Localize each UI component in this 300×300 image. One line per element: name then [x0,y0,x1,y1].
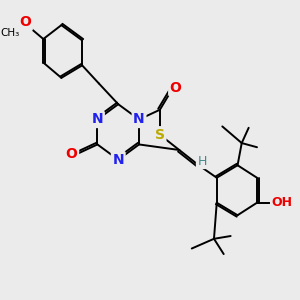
Text: OH: OH [272,196,292,209]
Text: N: N [112,153,124,167]
Text: CH₃: CH₃ [0,28,20,38]
Text: N: N [92,112,103,127]
Text: O: O [66,147,78,161]
Text: O: O [170,81,182,94]
Text: O: O [19,15,31,29]
Text: S: S [155,128,165,142]
Text: H: H [197,154,207,168]
Text: N: N [133,112,145,127]
